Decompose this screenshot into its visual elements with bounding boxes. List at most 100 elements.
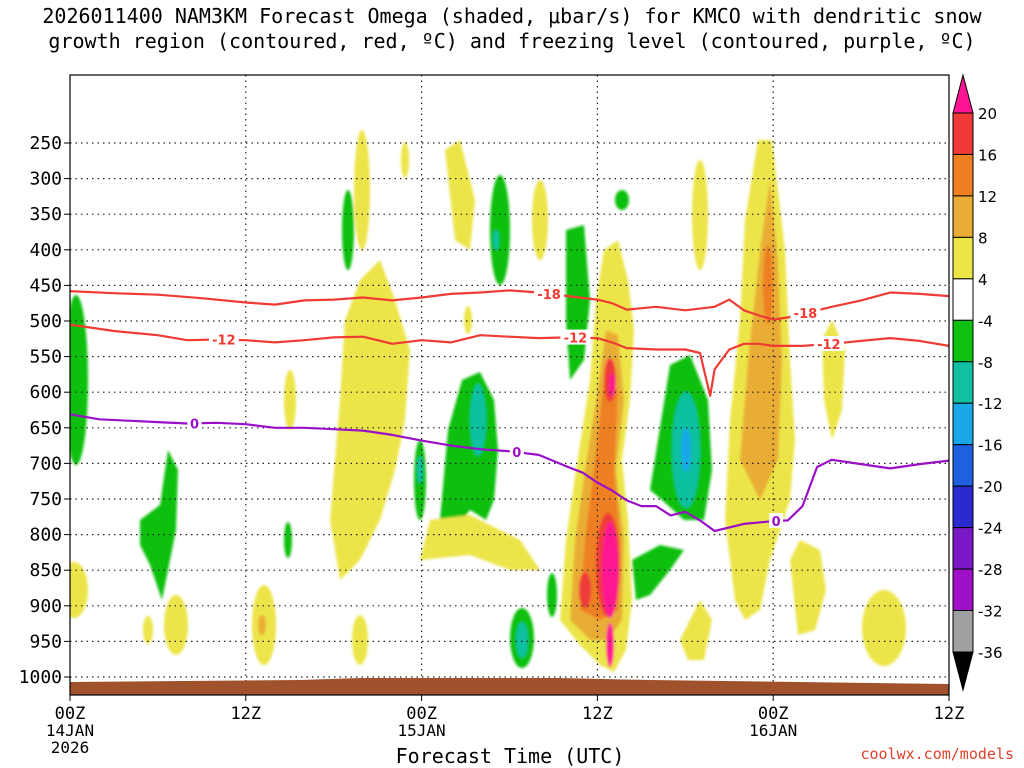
omega-region: [609, 373, 615, 397]
credit-text: coolwx.com/models: [860, 745, 1014, 763]
y-tick-label: 900: [29, 596, 62, 617]
chart-title-line-2: growth region (contoured, red, ºC) and f…: [48, 29, 976, 53]
omega-region: [470, 384, 486, 456]
contour-label-bg: [790, 305, 821, 321]
colorbar-top-arrow: [952, 73, 974, 114]
x-tick-label: 12Z: [934, 704, 965, 724]
x-axis-title: Forecast Time (UTC): [395, 744, 625, 768]
colorbar-swatch: [952, 402, 974, 446]
colorbar-swatch: [952, 485, 974, 529]
contour-label--18: -18: [794, 307, 818, 322]
contour-label-bg: [208, 331, 239, 347]
omega-region: [164, 595, 188, 655]
omega-region: [445, 140, 475, 250]
omega-region: [342, 190, 354, 270]
y-tick-label: 850: [29, 560, 62, 581]
contour-label--12: -12: [212, 334, 236, 349]
colorbar: 20 16 12 8 4 -4 -8 -12 -16 -20 -24 -28 -32 -36: [952, 73, 1003, 692]
omega-region: [330, 260, 410, 580]
y-tick-label: 700: [29, 453, 62, 474]
colorbar-label: -24: [978, 520, 1003, 538]
omega-region: [862, 590, 906, 666]
omega-region: [258, 615, 266, 635]
omega-region: [284, 370, 296, 430]
colorbar-label: -28: [978, 561, 1003, 579]
colorbar-label: -20: [978, 478, 1003, 496]
y-tick-label: 800: [29, 525, 62, 546]
grid: [70, 75, 949, 695]
omega-region: [681, 428, 691, 472]
contour-label-0: 0: [772, 515, 781, 530]
omega-region: [763, 245, 773, 325]
colorbar-label: -4: [978, 312, 993, 330]
colorbar-swatch: [952, 361, 974, 404]
contour-label-bg: [769, 512, 784, 528]
omega-region: [354, 130, 370, 250]
colorbar-swatch: [952, 568, 974, 612]
x-tick-sublabel: 14JAN: [46, 721, 94, 740]
x-tick-label: 00Z: [758, 704, 789, 724]
x-tick-label: 12Z: [230, 704, 261, 724]
omega-region: [284, 522, 292, 558]
contour-label-0: 0: [512, 446, 521, 461]
y-tick-label: 550: [29, 347, 62, 368]
colorbar-swatch: [952, 153, 974, 197]
y-axis: 250 300 350 400 450 500 550 600 650 700 750 800 850 9…: [19, 133, 70, 688]
contour-label-bg: [509, 444, 524, 460]
x-tick-label: 00Z: [406, 704, 437, 724]
omega-region: [516, 622, 528, 658]
colorbar-swatch: [952, 319, 974, 363]
y-tick-label: 950: [29, 631, 62, 652]
omega-region: [692, 160, 708, 270]
contour-labels: -18 -18 -12 -12 -12 0 0 0: [187, 285, 844, 530]
y-tick-label: 750: [29, 489, 62, 510]
chart-title-line-1: 2026011400 NAM3KM Forecast Omega (shaded…: [42, 4, 982, 28]
x-tick-label: 00Z: [55, 704, 86, 724]
colorbar-label: -12: [978, 395, 1003, 413]
omega-region: [680, 600, 712, 660]
colorbar-label: 16: [978, 146, 997, 164]
omega-region: [420, 515, 540, 570]
colorbar-swatch: [952, 236, 974, 280]
omega-region: [579, 572, 591, 608]
contour-label-0: 0: [190, 417, 199, 432]
colorbar-label: -8: [978, 354, 993, 372]
contour-label--18: -18: [537, 288, 561, 303]
omega-region: [401, 142, 409, 178]
colorbar-label: 4: [978, 271, 988, 289]
colorbar-label: -36: [978, 644, 1003, 662]
omega-region: [615, 190, 629, 210]
y-tick-label: 600: [29, 382, 62, 403]
omega-shading: [70, 130, 906, 672]
y-tick-label: 500: [29, 311, 62, 332]
colorbar-swatch: [952, 195, 974, 238]
colorbar-swatch: [952, 278, 974, 321]
colorbar-label: 12: [978, 188, 997, 206]
colorbar-bottom-arrow: [952, 651, 974, 692]
contour-label--12: -12: [817, 338, 841, 353]
y-tick-label: 1000: [19, 667, 62, 688]
y-tick-label: 650: [29, 418, 62, 439]
x-tick-sublabel: 15JAN: [398, 721, 446, 740]
contour-label--12: -12: [564, 332, 588, 347]
contour-line--12: [70, 323, 949, 397]
y-tick-label: 450: [29, 275, 62, 296]
omega-region: [490, 175, 510, 285]
omega-region: [606, 623, 614, 667]
omega-region: [547, 573, 557, 617]
plot-area: -18 -18 -12 -12 -12 0 0 0: [69, 74, 950, 696]
omega-region: [493, 230, 499, 250]
colorbar-label: 8: [978, 229, 988, 247]
colorbar-label: -16: [978, 437, 1003, 455]
y-tick-label: 350: [29, 204, 62, 225]
x-tick-sublabel: 2026: [51, 738, 90, 757]
colorbar-label: 20: [978, 105, 997, 123]
y-tick-label: 400: [29, 240, 62, 261]
x-tick-sublabel: 16JAN: [749, 721, 797, 740]
omega-region: [140, 450, 178, 600]
x-tick-label: 12Z: [582, 704, 613, 724]
y-tick-label: 250: [29, 133, 62, 154]
omega-region: [790, 540, 826, 635]
